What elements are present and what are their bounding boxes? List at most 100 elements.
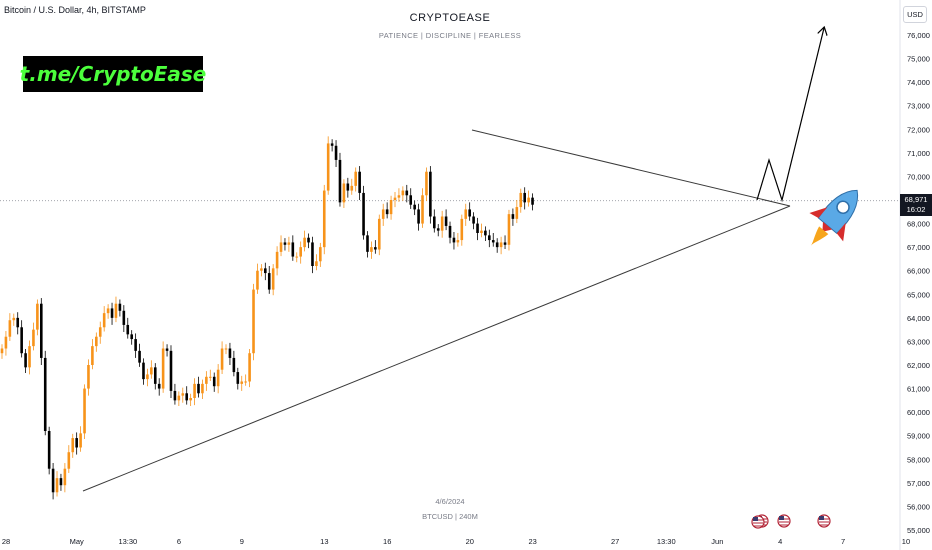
candle-body (8, 320, 12, 337)
candle-body (16, 317, 20, 328)
candle-body (531, 197, 534, 205)
candle-body (425, 171, 428, 196)
chart-date-label: 4/6/2024 (435, 497, 465, 506)
candle-body (397, 195, 401, 198)
last-price-value: 68,971 (904, 195, 928, 204)
candle-body (146, 374, 149, 380)
candle-body (173, 390, 177, 401)
candle-body (476, 223, 479, 233)
candle-body (0, 348, 4, 354)
candle-body (185, 393, 189, 401)
candle-body (264, 268, 267, 274)
candle-body (157, 383, 161, 389)
candle-body (208, 376, 212, 378)
candle-body (488, 235, 491, 241)
candle-body (71, 438, 75, 453)
candle-body (429, 171, 432, 217)
triangle-lower-line (82, 205, 791, 492)
us-flag-icon[interactable] (817, 514, 831, 528)
y-tick-label: 63,000 (907, 337, 930, 346)
candle-body (142, 362, 145, 380)
candle-body (472, 216, 475, 224)
candle-body (507, 214, 511, 245)
candle-body (252, 289, 255, 354)
x-tick-label: 28 (2, 537, 10, 546)
candle-body (436, 228, 440, 231)
candle-body (370, 247, 373, 252)
rocket-icon (809, 189, 859, 246)
candle-body (43, 357, 47, 431)
candle-body (216, 369, 220, 387)
candle-body (228, 348, 232, 358)
candle-body (130, 334, 133, 340)
candle-body (256, 270, 259, 290)
candle-body (20, 327, 23, 354)
candle-body (102, 313, 106, 328)
candle-body (405, 190, 409, 196)
candle-body (491, 240, 495, 243)
x-tick-label: May (70, 537, 84, 546)
candle-body (177, 395, 181, 401)
price-axis: 55,000 56,000 57,000 58,000 59,000 60,000 61,0… (899, 0, 930, 550)
y-tick-label: 76,000 (907, 31, 930, 40)
x-tick-label: 10 (902, 537, 910, 546)
candle-body (126, 324, 130, 335)
candle-body (24, 353, 27, 368)
y-tick-label: 56,000 (907, 502, 930, 511)
candle-body (83, 388, 86, 434)
candle-body (366, 235, 369, 252)
candlestick-series (0, 136, 534, 500)
candle-body (193, 383, 196, 398)
candle-body (244, 381, 247, 383)
candle-body (299, 247, 302, 257)
y-tick-label: 58,000 (907, 455, 930, 464)
candle-body (421, 195, 424, 224)
candle-body (260, 268, 263, 271)
candle-body (464, 209, 468, 219)
triangle-pattern (82, 28, 824, 492)
candle-body (236, 372, 240, 384)
candle-body (350, 185, 354, 191)
x-tick-label: 6 (177, 537, 181, 546)
currency-selector[interactable]: USD (903, 6, 927, 23)
telegram-promo-link[interactable]: t.me/CryptoEase (20, 56, 206, 92)
candle-body (484, 230, 487, 236)
candle-body (165, 348, 169, 351)
candle-body (67, 452, 71, 469)
candle-body (287, 242, 291, 245)
candle-body (36, 303, 39, 330)
candle-body (153, 367, 157, 384)
candle-body (114, 303, 118, 318)
x-tick-label: 13:30 (657, 537, 676, 546)
y-tick-label: 57,000 (907, 479, 930, 488)
y-tick-label: 71,000 (907, 149, 930, 158)
candle-body (409, 195, 413, 205)
x-tick-label: 23 (528, 537, 536, 546)
candle-body (150, 367, 153, 375)
candle-body (389, 200, 393, 215)
candle-body (468, 209, 471, 217)
candle-body (63, 468, 67, 486)
candle-body (55, 478, 59, 493)
candle-body (201, 383, 204, 394)
candle-body (374, 247, 377, 250)
candle-body (440, 216, 444, 231)
x-tick-label: 7 (841, 537, 845, 546)
candle-body (12, 317, 16, 321)
candle-body (413, 204, 416, 210)
y-tick-label: 67,000 (907, 243, 930, 252)
candle-body (362, 192, 365, 236)
candle-body (319, 247, 322, 262)
us-flag-icon[interactable] (777, 514, 791, 528)
projection-arrow (756, 28, 824, 203)
candle-body (342, 183, 346, 203)
candle-body (385, 209, 389, 215)
us-flag-icon[interactable] (751, 515, 765, 529)
candle-body (346, 183, 350, 191)
time-axis: 28 May 13:30 6 9 13 16 20 23 27 13:30 Jun 4 7 10 (2, 537, 910, 546)
candle-body (495, 242, 499, 248)
candle-body (523, 192, 526, 203)
candle-body (79, 433, 82, 448)
